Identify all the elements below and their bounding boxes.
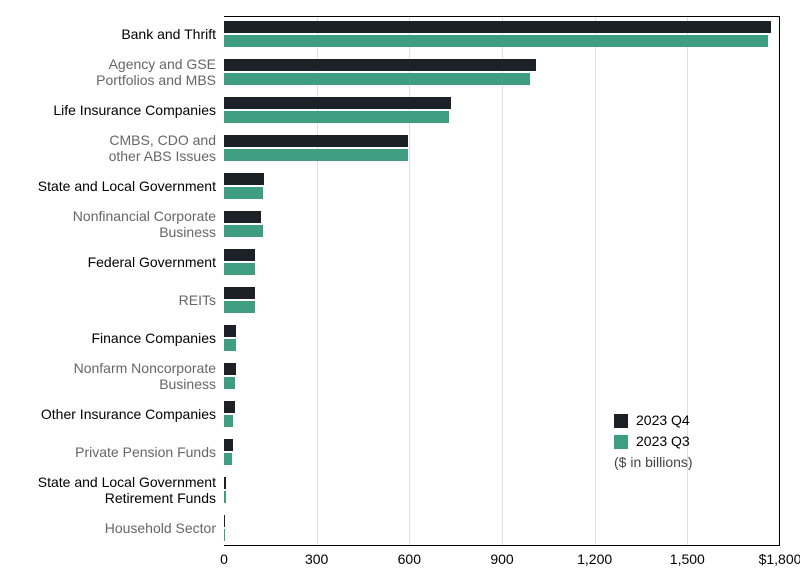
category-row: Bank and Thrift (224, 21, 779, 47)
bar-q3 (224, 73, 530, 85)
bar-q3 (224, 149, 408, 161)
bar-q4 (224, 287, 255, 299)
category-label: State and Local GovernmentRetirement Fun… (14, 474, 224, 506)
bar-q3 (224, 339, 236, 351)
category-label: Private Pension Funds (14, 444, 224, 460)
bar-q3 (224, 377, 235, 389)
bar-q3 (224, 301, 255, 313)
category-label: Household Sector (14, 520, 224, 536)
category-row: State and Local Government (224, 173, 779, 199)
category-row: Nonfinancial CorporateBusiness (224, 211, 779, 237)
category-row: Life Insurance Companies (224, 97, 779, 123)
legend-label: 2023 Q4 (636, 410, 690, 431)
plot-area: 03006009001,2001,500$1,800Bank and Thrif… (224, 16, 780, 546)
x-tick-label: 1,200 (577, 551, 612, 567)
category-row: State and Local GovernmentRetirement Fun… (224, 477, 779, 503)
bar-q4 (224, 477, 226, 489)
bar-q4 (224, 211, 261, 223)
category-row: Other Insurance Companies (224, 401, 779, 427)
category-label: CMBS, CDO andother ABS Issues (14, 132, 224, 164)
bar-q4 (224, 515, 225, 527)
category-label: Finance Companies (14, 330, 224, 346)
legend-item: 2023 Q3 (614, 431, 693, 452)
x-tick-label: 600 (398, 551, 421, 567)
legend-label: 2023 Q3 (636, 431, 690, 452)
legend-swatch (614, 435, 628, 449)
bar-q4 (224, 135, 408, 147)
x-tick-label: 0 (220, 551, 228, 567)
legend-item: 2023 Q4 (614, 410, 693, 431)
bar-q4 (224, 439, 233, 451)
category-label: Other Insurance Companies (14, 406, 224, 422)
category-label: Nonfarm NoncorporateBusiness (14, 360, 224, 392)
bar-q4 (224, 401, 235, 413)
category-row: Nonfarm NoncorporateBusiness (224, 363, 779, 389)
bar-q3 (224, 111, 449, 123)
x-tick-label: $1,800 (759, 551, 800, 567)
bar-q4 (224, 363, 236, 375)
bar-q3 (224, 415, 233, 427)
bar-q4 (224, 59, 536, 71)
bar-q4 (224, 249, 255, 261)
bar-q4 (224, 325, 236, 337)
bar-q3 (224, 491, 226, 503)
category-row: Agency and GSEPortfolios and MBS (224, 59, 779, 85)
category-label: REITs (14, 292, 224, 308)
category-row: Federal Government (224, 249, 779, 275)
category-row: Household Sector (224, 515, 779, 541)
bar-q3 (224, 225, 263, 237)
legend-swatch (614, 414, 628, 428)
category-row: REITs (224, 287, 779, 313)
category-label: Bank and Thrift (14, 26, 224, 42)
category-label: Agency and GSEPortfolios and MBS (14, 56, 224, 88)
legend: 2023 Q42023 Q3($ in billions) (614, 410, 693, 473)
bar-q3 (224, 453, 232, 465)
category-label: Life Insurance Companies (14, 102, 224, 118)
bar-q3 (224, 529, 225, 541)
bar-q3 (224, 35, 768, 47)
category-label: Nonfinancial CorporateBusiness (14, 208, 224, 240)
bar-q3 (224, 187, 263, 199)
legend-note: ($ in billions) (614, 452, 693, 473)
bar-q4 (224, 173, 264, 185)
x-tick-label: 900 (490, 551, 513, 567)
bar-q4 (224, 97, 451, 109)
bar-q3 (224, 263, 255, 275)
category-label: Federal Government (14, 254, 224, 270)
category-row: CMBS, CDO andother ABS Issues (224, 135, 779, 161)
bar-q4 (224, 21, 771, 33)
x-tick-label: 300 (305, 551, 328, 567)
category-row: Finance Companies (224, 325, 779, 351)
chart-container: 0 300 600 900 1,200 1,500 $1,800 Bank and Thrif… (0, 0, 800, 588)
category-row: Private Pension Funds (224, 439, 779, 465)
x-tick-label: 1,500 (670, 551, 705, 567)
category-label: State and Local Government (14, 178, 224, 194)
